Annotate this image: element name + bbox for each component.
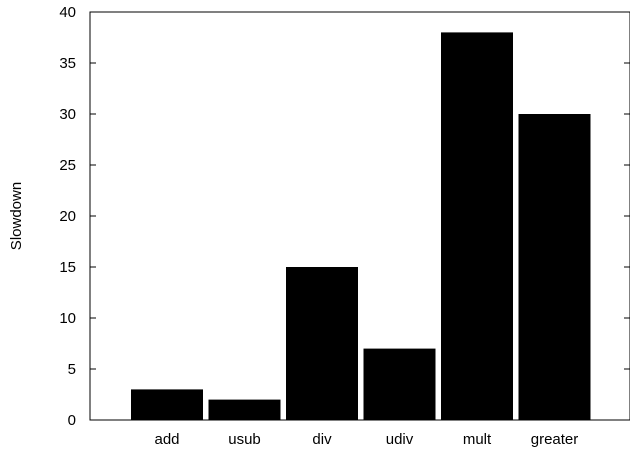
bar-usub (208, 399, 281, 420)
y-tick-label-25: 25 (59, 157, 76, 174)
y-tick-label-40: 40 (59, 4, 76, 21)
bar-add (131, 389, 203, 420)
x-tick-label-usub: usub (228, 431, 261, 448)
bar-greater (518, 114, 591, 420)
bar-div (286, 267, 358, 420)
y-tick-label-20: 20 (59, 208, 76, 225)
bars-layer (131, 32, 591, 421)
y-tick-label-0: 0 (68, 412, 76, 429)
bar-mult (441, 32, 513, 421)
bar-udiv (363, 348, 436, 420)
y-tick-label-15: 15 (59, 259, 76, 276)
y-tick-label-30: 30 (59, 106, 76, 123)
y-axis-title: Slowdown (8, 182, 25, 250)
x-tick-label-mult: mult (463, 431, 492, 448)
labels-layer: add usub div udiv mult greater 0 5 10 15 20 25 30 35 4… (59, 4, 578, 448)
x-tick-label-div: div (312, 431, 332, 448)
x-tick-label-udiv: udiv (386, 431, 414, 448)
plot-frame (89, 11, 630, 421)
y-tick-label-35: 35 (59, 55, 76, 72)
x-tick-label-greater: greater (531, 431, 579, 448)
x-tick-label-add: add (154, 431, 179, 448)
y-tick-label-10: 10 (59, 310, 76, 327)
y-tick-label-5: 5 (68, 361, 76, 378)
